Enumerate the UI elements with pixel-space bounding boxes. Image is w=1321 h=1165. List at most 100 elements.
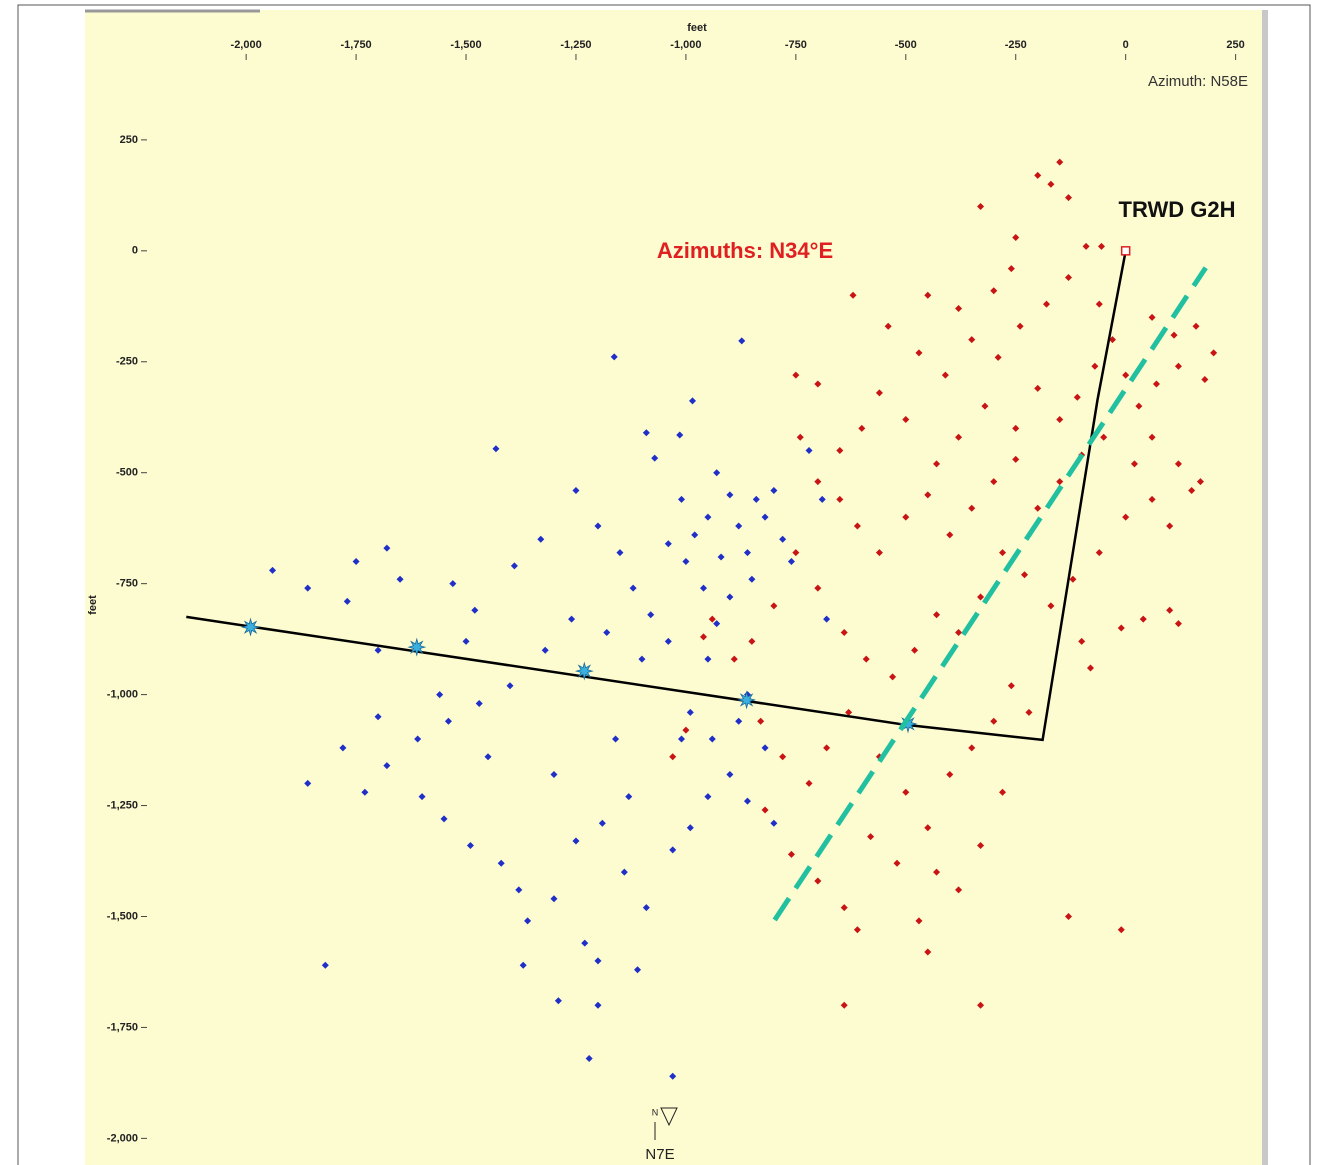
event-marker: [444, 717, 452, 725]
event-marker: [550, 770, 558, 778]
view-azimuth: Azimuth: N58E: [1148, 73, 1248, 90]
event-marker: [805, 447, 813, 455]
event-marker: [757, 717, 765, 725]
event-marker: [875, 549, 883, 557]
compass-label: N7E: [645, 1146, 674, 1163]
event-marker: [748, 575, 756, 583]
event-marker: [840, 904, 848, 912]
event-marker: [1056, 415, 1064, 423]
event-marker: [484, 753, 492, 761]
event-marker: [572, 486, 580, 494]
event-marker: [581, 939, 589, 947]
scrollbar: [1262, 10, 1268, 1165]
event-marker: [1152, 380, 1160, 388]
event-marker: [700, 633, 707, 641]
event-marker: [1097, 242, 1105, 250]
event-marker: [955, 886, 963, 894]
event-marker: [1082, 242, 1090, 250]
event-marker: [743, 549, 751, 557]
event-marker: [1007, 265, 1015, 273]
event-marker: [836, 495, 844, 503]
event-marker: [682, 557, 690, 565]
y-tick-label: 250: [120, 134, 138, 146]
event-marker: [1148, 495, 1156, 503]
event-marker: [955, 433, 963, 441]
event-marker: [620, 868, 628, 876]
event-marker: [506, 682, 514, 690]
event-marker: [1108, 336, 1116, 344]
event-marker: [603, 628, 611, 636]
event-marker: [704, 655, 712, 663]
event-marker: [1065, 273, 1073, 281]
event-marker: [1086, 664, 1094, 672]
event-marker: [610, 353, 618, 361]
event-marker: [704, 793, 712, 801]
event-marker: [462, 637, 470, 645]
event-marker: [515, 886, 523, 894]
event-marker: [726, 770, 734, 778]
event-marker: [735, 522, 743, 530]
event-marker: [713, 620, 721, 628]
x-tick-label: -1,000: [670, 39, 701, 51]
event-marker: [676, 431, 684, 439]
event-marker: [1166, 606, 1174, 614]
event-marker: [598, 819, 606, 827]
event-marker: [664, 637, 672, 645]
x-axis-label: feet: [687, 22, 707, 34]
event-marker: [902, 788, 910, 796]
event-marker: [977, 841, 985, 849]
event-marker: [669, 753, 677, 761]
event-marker: [1056, 478, 1064, 486]
well-name: TRWD G2H: [1119, 197, 1236, 222]
event-marker: [884, 322, 892, 330]
event-marker: [638, 655, 646, 663]
event-marker: [743, 797, 751, 805]
x-tick-label: -2,000: [231, 39, 262, 51]
event-marker: [805, 779, 813, 787]
x-tick-label: -750: [785, 39, 807, 51]
x-tick-label: 0: [1123, 39, 1129, 51]
event-marker: [572, 837, 580, 845]
event-marker: [761, 744, 769, 752]
event-marker: [524, 917, 532, 925]
event-marker: [554, 997, 562, 1005]
event-marker: [642, 904, 650, 912]
event-marker: [691, 531, 699, 539]
event-marker: [361, 788, 369, 796]
event-marker: [1095, 300, 1103, 308]
event-marker: [396, 575, 404, 583]
event-marker: [941, 371, 949, 379]
y-tick-label: -750: [116, 578, 138, 590]
event-marker: [304, 779, 312, 787]
event-marker: [726, 593, 734, 601]
event-marker: [814, 584, 822, 592]
event-marker: [510, 562, 518, 570]
event-marker: [862, 655, 870, 663]
event-marker: [933, 868, 941, 876]
event-marker: [475, 699, 483, 707]
event-marker: [1016, 322, 1024, 330]
event-marker: [1192, 322, 1200, 330]
event-marker: [708, 735, 716, 743]
event-marker: [994, 353, 1002, 361]
event-marker: [761, 513, 769, 521]
event-marker: [1034, 171, 1042, 179]
event-marker: [1095, 549, 1103, 557]
event-marker: [779, 535, 787, 543]
fracture-azimuth: Azimuths: N34°E: [657, 238, 833, 263]
event-marker: [761, 806, 769, 814]
event-marker: [999, 549, 1007, 557]
event-marker: [304, 584, 312, 592]
event-marker: [669, 846, 677, 854]
event-marker: [933, 460, 941, 468]
event-marker: [471, 606, 479, 614]
event-marker: [594, 522, 602, 530]
event-marker: [629, 584, 637, 592]
event-marker: [1047, 602, 1055, 610]
event-marker: [1117, 624, 1125, 632]
event-marker: [1148, 433, 1156, 441]
event-marker: [977, 593, 985, 601]
compass-north: N: [652, 1107, 659, 1117]
